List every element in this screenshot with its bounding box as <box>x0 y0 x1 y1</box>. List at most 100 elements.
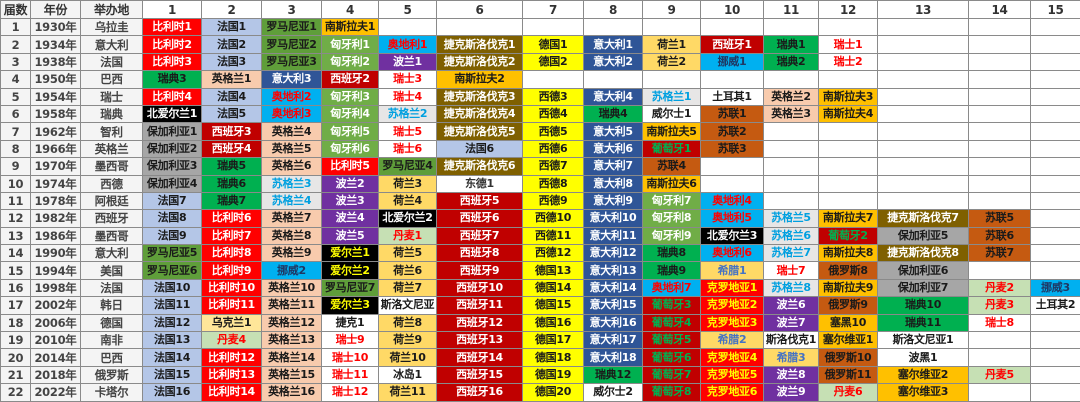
team-cell: 挪威1 <box>701 53 764 70</box>
team-cell: 意大利11 <box>584 227 643 244</box>
team-cell: 克罗地亚5 <box>701 366 764 383</box>
team-cell: 保加利亚3 <box>143 158 202 175</box>
host-cell: 瑞典 <box>81 105 143 122</box>
empty-cell <box>969 140 1031 157</box>
team-cell: 比利时11 <box>202 297 262 314</box>
year-cell: 1950年 <box>31 71 81 88</box>
team-cell: 苏格兰8 <box>764 279 819 296</box>
team-cell: 德国2 <box>523 53 584 70</box>
team-cell: 瑞士4 <box>379 88 437 105</box>
team-cell: 瑞士12 <box>322 384 379 401</box>
team-cell: 波兰8 <box>764 366 819 383</box>
team-cell: 葡萄牙1 <box>643 140 701 157</box>
team-cell: 荷兰6 <box>379 262 437 279</box>
team-cell: 俄罗斯11 <box>819 366 878 383</box>
team-cell: 苏联3 <box>701 140 764 157</box>
empty-cell <box>1031 366 1080 383</box>
team-cell: 西德9 <box>523 192 584 209</box>
team-cell: 波兰9 <box>764 384 819 401</box>
host-cell: 阿根廷 <box>81 192 143 209</box>
team-cell: 法国4 <box>202 88 262 105</box>
team-cell: 葡萄牙7 <box>643 366 701 383</box>
edition-cell: 7 <box>1 123 31 140</box>
team-cell: 西德11 <box>523 227 584 244</box>
team-cell: 俄罗斯8 <box>819 262 878 279</box>
empty-cell <box>878 53 969 70</box>
team-cell: 克罗地亚4 <box>701 349 764 366</box>
team-cell: 匈牙利3 <box>322 88 379 105</box>
team-cell: 波兰2 <box>322 175 379 192</box>
team-cell: 斯洛文尼亚1 <box>878 332 969 349</box>
edition-cell: 5 <box>1 88 31 105</box>
empty-cell <box>1031 210 1080 227</box>
team-cell: 瑞典11 <box>878 314 969 331</box>
team-cell: 西班牙12 <box>437 314 523 331</box>
empty-cell <box>523 71 584 88</box>
edition-cell: 6 <box>1 105 31 122</box>
team-cell: 波黑1 <box>878 349 969 366</box>
team-cell: 苏联4 <box>643 158 701 175</box>
host-cell: 美国 <box>81 262 143 279</box>
team-cell: 塞尔维亚2 <box>878 366 969 383</box>
team-cell: 法国10 <box>143 279 202 296</box>
team-cell: 法国2 <box>202 36 262 53</box>
empty-cell <box>819 158 878 175</box>
team-cell: 奥地利5 <box>701 210 764 227</box>
header-rank-9: 9 <box>643 1 701 19</box>
empty-cell <box>969 192 1031 209</box>
team-cell: 葡萄牙2 <box>819 227 878 244</box>
team-cell: 葡萄牙3 <box>643 297 701 314</box>
team-cell: 南斯拉夫1 <box>322 19 379 36</box>
header-rank-13: 13 <box>878 1 969 19</box>
team-cell: 法国8 <box>143 210 202 227</box>
team-cell: 奥地利3 <box>262 105 322 122</box>
team-cell: 瑞典1 <box>764 36 819 53</box>
header-rank-3: 3 <box>262 1 322 19</box>
team-cell: 北爱尔兰2 <box>379 210 437 227</box>
header-rank-12: 12 <box>819 1 878 19</box>
team-cell: 意大利15 <box>584 297 643 314</box>
team-cell: 瑞士8 <box>969 314 1031 331</box>
team-cell: 瑞典3 <box>143 71 202 88</box>
team-cell: 德国14 <box>523 279 584 296</box>
team-cell: 捷克斯洛伐克6 <box>437 158 523 175</box>
team-cell: 塞黑10 <box>819 314 878 331</box>
team-cell: 瑞士10 <box>322 349 379 366</box>
team-cell: 比利时10 <box>202 279 262 296</box>
team-cell: 瑞士1 <box>819 36 878 53</box>
team-cell: 西班牙2 <box>322 71 379 88</box>
team-cell: 俄罗斯10 <box>819 349 878 366</box>
header-rank-8: 8 <box>584 1 643 19</box>
empty-cell <box>584 19 643 36</box>
host-cell: 卡塔尔 <box>81 384 143 401</box>
team-cell: 英格兰16 <box>262 384 322 401</box>
team-cell: 英格兰3 <box>764 105 819 122</box>
team-cell: 法国9 <box>143 227 202 244</box>
team-cell: 塞尔维亚1 <box>819 332 878 349</box>
team-cell: 西班牙13 <box>437 332 523 349</box>
team-cell: 瑞典6 <box>202 175 262 192</box>
team-cell: 南斯拉夫3 <box>819 88 878 105</box>
team-cell: 德国17 <box>523 332 584 349</box>
empty-cell <box>878 88 969 105</box>
empty-cell <box>584 71 643 88</box>
empty-cell <box>523 19 584 36</box>
team-cell: 罗马尼亚7 <box>322 279 379 296</box>
header-rank-6: 6 <box>437 1 523 19</box>
team-cell: 匈牙利7 <box>643 192 701 209</box>
team-cell: 罗马尼亚2 <box>262 36 322 53</box>
empty-cell <box>1031 123 1080 140</box>
team-cell: 英格兰1 <box>202 71 262 88</box>
team-cell: 比利时14 <box>202 384 262 401</box>
team-cell: 苏格兰2 <box>379 105 437 122</box>
